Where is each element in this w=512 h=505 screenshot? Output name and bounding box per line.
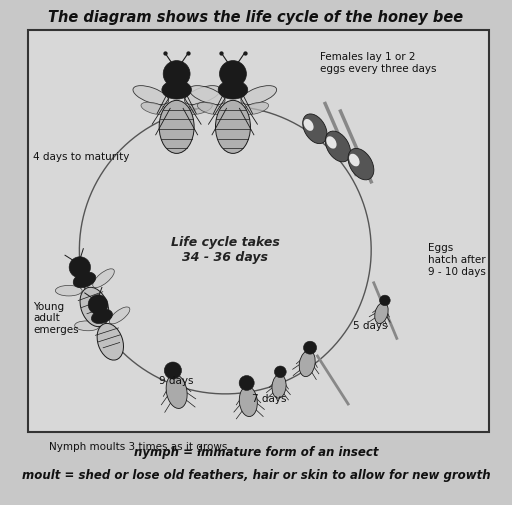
Text: 4 days to maturity: 4 days to maturity: [33, 152, 130, 162]
Ellipse shape: [241, 86, 276, 105]
Circle shape: [239, 376, 254, 390]
Ellipse shape: [92, 309, 113, 324]
Ellipse shape: [303, 114, 327, 143]
Text: 7 days: 7 days: [251, 394, 286, 404]
Text: nymph = immature form of an insect: nymph = immature form of an insect: [134, 446, 378, 460]
Ellipse shape: [55, 285, 82, 296]
Ellipse shape: [243, 102, 269, 115]
Circle shape: [304, 341, 316, 354]
Ellipse shape: [110, 307, 130, 324]
Ellipse shape: [186, 102, 212, 115]
Ellipse shape: [326, 136, 336, 148]
Circle shape: [379, 295, 390, 306]
Text: Young
adult
emerges: Young adult emerges: [33, 301, 79, 335]
Circle shape: [69, 257, 91, 278]
Circle shape: [274, 366, 286, 378]
Text: moult = shed or lose old feathers, hair or skin to allow for new growth: moult = shed or lose old feathers, hair …: [22, 469, 490, 482]
Ellipse shape: [272, 375, 286, 398]
Ellipse shape: [197, 102, 223, 115]
Text: Nymph moults 3 times as it grows: Nymph moults 3 times as it grows: [49, 442, 227, 452]
Text: Life cycle takes
34 - 36 days: Life cycle takes 34 - 36 days: [171, 236, 280, 264]
Circle shape: [164, 362, 182, 379]
Ellipse shape: [185, 86, 220, 105]
Circle shape: [88, 295, 108, 314]
Ellipse shape: [93, 269, 114, 287]
Ellipse shape: [299, 350, 315, 377]
Ellipse shape: [239, 386, 258, 417]
Ellipse shape: [166, 374, 187, 409]
Ellipse shape: [75, 321, 99, 331]
Ellipse shape: [141, 102, 167, 115]
Ellipse shape: [375, 302, 388, 324]
Text: 9 days: 9 days: [159, 376, 194, 386]
Text: The diagram shows the life cycle of the honey bee: The diagram shows the life cycle of the …: [49, 10, 463, 25]
Ellipse shape: [348, 148, 374, 180]
Ellipse shape: [162, 80, 191, 99]
Text: 5 days: 5 days: [353, 321, 388, 331]
Ellipse shape: [189, 86, 225, 105]
Circle shape: [220, 61, 246, 87]
Ellipse shape: [304, 119, 313, 131]
Ellipse shape: [80, 287, 109, 327]
Ellipse shape: [325, 131, 351, 162]
Ellipse shape: [97, 323, 123, 360]
Text: Females lay 1 or 2
eggs every three days: Females lay 1 or 2 eggs every three days: [320, 53, 437, 74]
Ellipse shape: [349, 154, 359, 166]
Circle shape: [163, 61, 190, 87]
Ellipse shape: [73, 272, 96, 288]
FancyBboxPatch shape: [28, 30, 489, 432]
Text: Eggs
hatch after
9 - 10 days: Eggs hatch after 9 - 10 days: [428, 243, 485, 277]
Ellipse shape: [218, 80, 248, 99]
Ellipse shape: [159, 100, 194, 154]
Ellipse shape: [216, 100, 250, 154]
Ellipse shape: [133, 86, 168, 105]
